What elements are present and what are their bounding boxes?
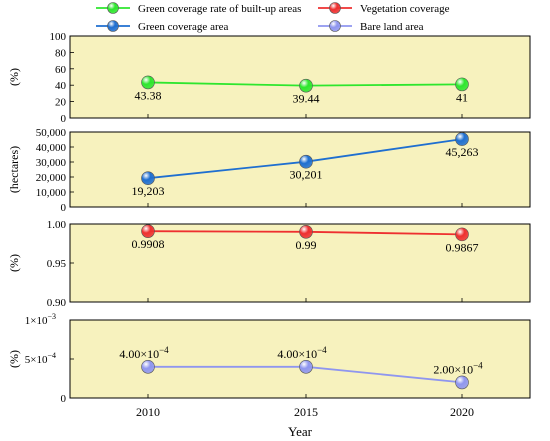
panel-1-y-tick-label: 20,000: [36, 172, 67, 184]
panel-0-y-axis-label: (%): [7, 68, 21, 86]
legend-marker-3: [329, 20, 341, 32]
x-tick-label-2: 2020: [450, 405, 474, 419]
panel-0-data-point-1: [299, 78, 313, 93]
x-axis-title: Year: [288, 424, 313, 439]
panel-2-y-tick-label: 0.95: [47, 258, 67, 270]
x-tick-label-1: 2015: [294, 405, 318, 419]
panel-1-data-label-0: 19,203: [132, 184, 165, 198]
panel-1-y-tick-label: 0: [61, 202, 67, 214]
panel-3-data-point-2: [455, 375, 469, 390]
panel-1-data-label-1: 30,201: [290, 168, 323, 182]
panel-3-data-label-1-exponent: −4: [317, 345, 327, 355]
panel-0-y-tick-label: 60: [55, 64, 67, 76]
panel-0-y-tick-label: 80: [55, 47, 67, 59]
panel-1-y-axis-label: (hectares): [7, 146, 21, 193]
panel-3-data-label-1: 4.00×10−4: [277, 345, 327, 361]
panel-1-data-label-2: 45,263: [446, 145, 479, 159]
panel-3-y-axis-label: (%): [7, 350, 21, 368]
legend-label-3: Bare land area: [360, 21, 424, 33]
legend-label-2: Green coverage area: [138, 21, 228, 33]
panel-3-plot-area: [69, 319, 531, 399]
panel-1-y-tick-label: 50,000: [36, 127, 67, 139]
panel-2-data-point-0: [141, 224, 155, 238]
panel-2-data-point-1: [299, 225, 313, 239]
panel-3-y-tick-label-mid-exponent: −4: [47, 351, 56, 360]
panel-1-data-point-1: [299, 154, 313, 169]
panel-3-data-point-1: [299, 359, 313, 374]
panel-1-y-tick-label: 30,000: [36, 157, 67, 169]
panel-3-y-tick-label: 0: [61, 393, 67, 405]
panel-0-plot-area: [69, 35, 531, 119]
panel-3-data-label-0-mantissa: 4.00×10: [119, 347, 159, 361]
panel-0-y-tick-label: 0: [61, 113, 67, 125]
panel-2-y-axis-label: (%): [7, 254, 21, 272]
legend-marker-2: [107, 20, 119, 32]
x-tick-label-0: 2010: [136, 405, 160, 419]
panel-1-data-point-0: [141, 171, 155, 185]
panel-0-data-point-2: [455, 77, 469, 92]
panel-0-y-tick-label: 40: [55, 80, 67, 92]
panel-2-data-point-2: [455, 227, 469, 242]
panel-3-data-label-2-exponent: −4: [473, 360, 483, 370]
panel-0-data-point-0: [141, 75, 155, 90]
panel-2-y-tick-label: 0.90: [47, 297, 67, 309]
panel-3-y-tick-label-top: 1×10−3: [25, 312, 56, 327]
panel-3-y-tick-label-top-exponent: −3: [47, 312, 56, 321]
panel-0-y-tick-label: 100: [50, 31, 67, 43]
legend-marker-0: [107, 2, 119, 14]
panel-3-data-label-2-mantissa: 2.00×10: [433, 362, 473, 376]
panel-2-data-label-0: 0.9908: [132, 237, 165, 251]
panel-0-data-label-2: 41: [456, 90, 468, 104]
panel-3-data-label-0-exponent: −4: [159, 345, 169, 355]
panel-2-y-tick-label: 1.00: [47, 219, 67, 231]
panel-3-y-tick-label-mid-mantissa: 5×10: [25, 354, 48, 366]
legend-label-0: Green coverage rate of built-up areas: [138, 3, 301, 15]
panel-1-y-tick-label: 40,000: [36, 142, 67, 154]
panel-3-data-label-1-mantissa: 4.00×10: [277, 347, 317, 361]
panel-1-data-point-2: [455, 132, 469, 146]
panel-3-data-label-0: 4.00×10−4: [119, 345, 169, 361]
panel-1-y-tick-label: 10,000: [36, 187, 67, 199]
legend-label-1: Vegetation coverage: [360, 3, 450, 15]
legend-marker-1: [329, 2, 341, 14]
panel-0-data-label-0: 43.38: [135, 88, 162, 102]
panel-3-y-tick-label-top-mantissa: 1×10: [25, 315, 48, 327]
panel-1-plot-area: [69, 131, 531, 208]
panel-2-data-label-2: 0.9867: [446, 240, 479, 254]
panel-3-data-point-0: [141, 359, 155, 374]
panel-2-data-label-1: 0.99: [296, 238, 317, 252]
panel-3-y-tick-label-mid: 5×10−4: [25, 351, 56, 366]
panel-0-y-tick-label: 20: [55, 97, 67, 109]
panel-3-data-label-2: 2.00×10−4: [433, 360, 483, 376]
panel-0-data-label-1: 39.44: [293, 92, 320, 106]
